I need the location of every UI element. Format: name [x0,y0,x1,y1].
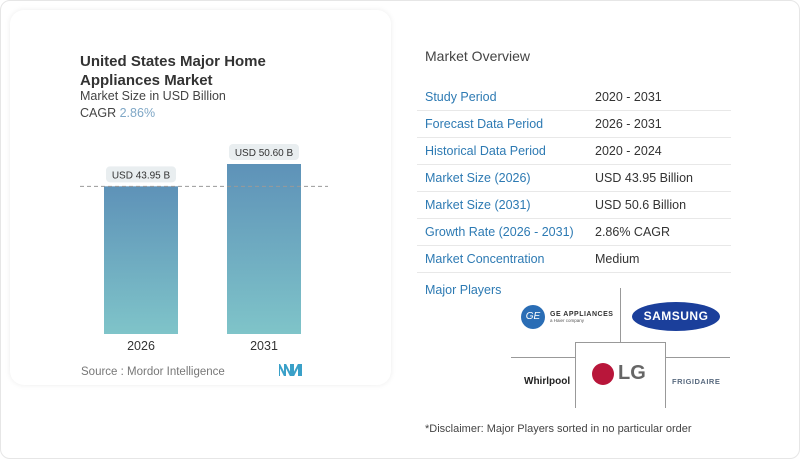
divider [665,357,730,358]
bar-2026 [104,186,178,334]
data-label: USD 43.95 B [112,170,171,181]
overview-title: Market Overview [425,48,531,64]
lg-box [575,342,666,408]
row-value: USD 43.95 Billion [595,171,693,185]
major-players-title: Major Players [425,283,502,297]
data-label-bg [229,144,299,160]
chart-subtitle: Market Size in USD Billion [80,89,226,103]
row-label: Market Concentration [425,252,545,266]
chart-card [10,10,391,385]
data-label: USD 50.60 B [235,148,294,159]
disclaimer: *Disclaimer: Major Players sorted in no … [425,423,692,435]
bar-chart: USD 43.95 B 2026 USD 50.60 B 2031 [80,144,328,353]
overview-row: Market Size (2031) USD 50.6 Billion [417,192,731,219]
row-label: Forecast Data Period [425,117,544,131]
overview-row: Historical Data Period 2020 - 2024 [417,138,731,165]
source: Source : Mordor Intelligence [81,366,225,378]
row-value: Medium [595,252,640,266]
row-value: 2020 - 2024 [595,144,662,158]
overview-row: Study Period 2020 - 2031 [417,84,731,111]
row-label: Historical Data Period [425,144,546,158]
overview-row: Forecast Data Period 2026 - 2031 [417,111,731,138]
lg-logo: LG [592,362,646,385]
ge-name: GE APPLIANCES [550,311,614,318]
row-label: Growth Rate (2026 - 2031) [425,225,574,239]
row-label: Market Size (2031) [425,198,531,212]
data-label-bg [106,166,176,183]
frigidaire-logo: FRIGIDAIRE [672,377,721,386]
x-tick-label: 2031 [250,339,278,353]
row-value: USD 50.6 Billion [595,198,687,212]
x-tick-label: 2026 [127,339,155,353]
chart-title: United States Major Home Appliances Mark… [80,53,266,89]
row-label: Study Period [425,90,497,104]
overview-row: Market Size (2026) USD 43.95 Billion [417,165,731,192]
ge-tagline: a Haier company [550,318,585,323]
row-value: 2.86% CAGR [595,225,671,239]
bar-2031 [227,164,301,334]
row-label: Market Size (2026) [425,171,531,185]
whirlpool-logo: Whirlpool [524,376,571,387]
samsung-logo: SAMSUNG [632,302,720,331]
divider [620,288,621,343]
ge-logo: GE GE APPLIANCES a Haier company [521,305,613,329]
cagr-label: CAGR [80,106,117,120]
overview-row: Market Concentration Medium [417,246,731,273]
cagr-value: 2.86% [119,106,156,120]
mordor-logo-icon [279,364,302,376]
overview-row: Growth Rate (2026 - 2031) 2.86% CAGR [417,219,731,246]
cagr: CAGR 2.86% [80,106,155,120]
lg-name: LG [618,362,646,384]
row-value: 2020 - 2031 [595,90,662,104]
divider [511,357,576,358]
row-value: 2026 - 2031 [595,117,662,131]
